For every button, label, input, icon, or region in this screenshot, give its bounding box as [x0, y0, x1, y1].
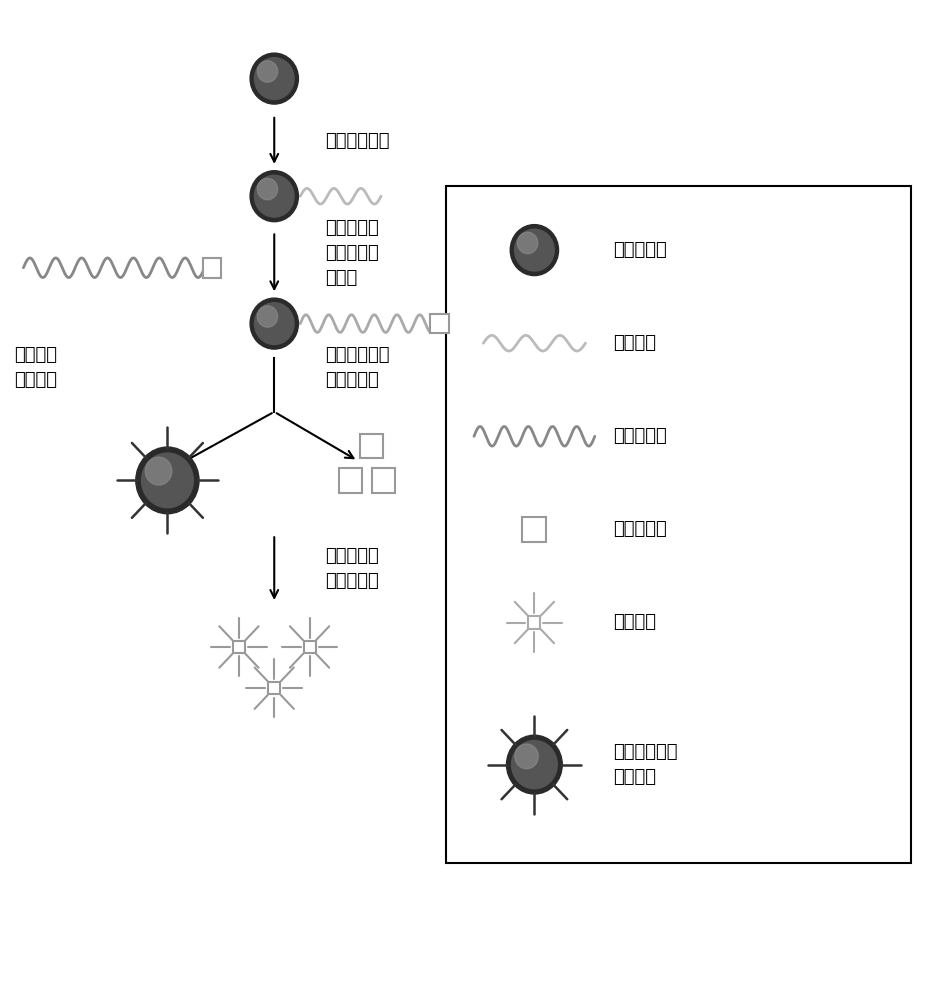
FancyBboxPatch shape	[522, 517, 546, 542]
Text: 核酸探针: 核酸探针	[613, 334, 656, 352]
Circle shape	[250, 53, 299, 104]
Circle shape	[510, 225, 558, 276]
FancyBboxPatch shape	[203, 258, 221, 278]
Circle shape	[254, 303, 294, 344]
Text: 发光标记物: 发光标记物	[613, 520, 667, 538]
Text: 取上清液进
行发光检测: 取上清液进 行发光检测	[325, 547, 379, 590]
FancyBboxPatch shape	[528, 616, 540, 629]
Text: 分离发光标记
后的磁珠: 分离发光标记 后的磁珠	[613, 743, 678, 786]
Circle shape	[518, 232, 538, 254]
Text: 功能化磁珠: 功能化磁珠	[613, 241, 667, 259]
Circle shape	[512, 740, 557, 789]
FancyBboxPatch shape	[338, 468, 362, 493]
Text: 发光信号: 发光信号	[613, 613, 656, 632]
Circle shape	[506, 735, 562, 794]
FancyBboxPatch shape	[268, 682, 281, 694]
Circle shape	[257, 61, 278, 82]
FancyBboxPatch shape	[373, 468, 395, 493]
FancyBboxPatch shape	[447, 186, 911, 863]
Text: 捕获带发光
标记的靶核
酸片段: 捕获带发光 标记的靶核 酸片段	[325, 219, 379, 287]
Circle shape	[257, 306, 278, 327]
Circle shape	[145, 457, 172, 485]
Text: 靶核酸片段: 靶核酸片段	[613, 427, 667, 445]
FancyBboxPatch shape	[430, 314, 449, 333]
Circle shape	[515, 229, 555, 271]
FancyBboxPatch shape	[233, 641, 245, 653]
Text: 核酸水解分离
发光标记物: 核酸水解分离 发光标记物	[325, 346, 390, 389]
Circle shape	[136, 447, 199, 514]
Circle shape	[254, 175, 294, 217]
Circle shape	[515, 744, 538, 769]
Circle shape	[254, 58, 294, 99]
FancyBboxPatch shape	[303, 641, 316, 653]
Text: 加入核酸
水解试剂: 加入核酸 水解试剂	[14, 346, 57, 389]
Circle shape	[141, 453, 193, 508]
Text: 连接核酸探针: 连接核酸探针	[325, 132, 390, 150]
Circle shape	[250, 298, 299, 349]
FancyBboxPatch shape	[360, 434, 383, 458]
Circle shape	[257, 178, 278, 200]
Circle shape	[250, 171, 299, 222]
